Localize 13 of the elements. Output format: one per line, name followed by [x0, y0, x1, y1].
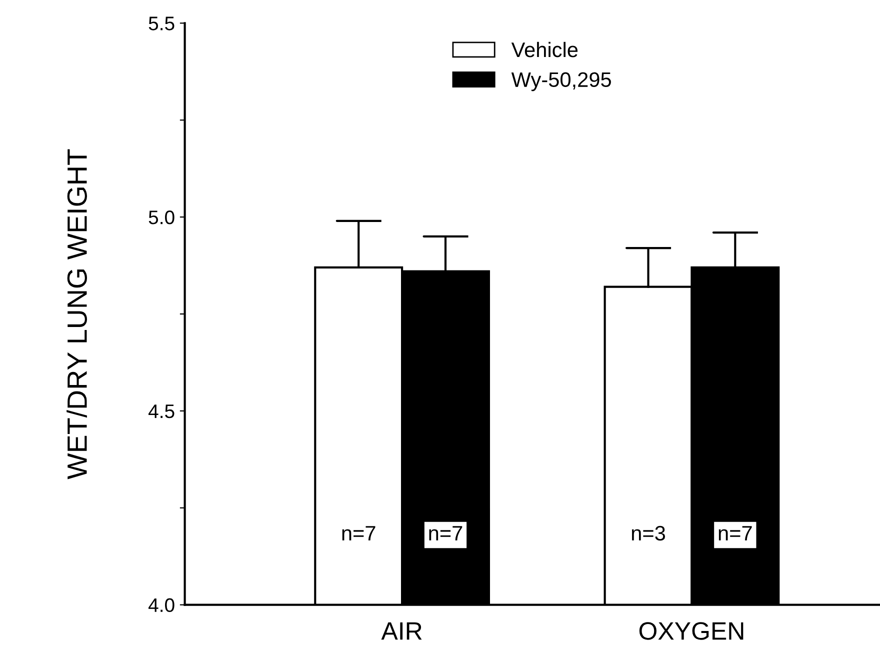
x-tick-label: OXYGEN: [639, 622, 744, 640]
annotation: n=7: [342, 526, 376, 540]
y-tick-label: 4.5: [148, 404, 174, 418]
y-tick-label: 5.0: [148, 210, 174, 224]
x-tick-label: AIR: [381, 622, 422, 640]
y-axis-title: WET/DRY LUNG WEIGHT: [66, 149, 88, 480]
annotation: n=7: [429, 526, 462, 540]
annotation: n=3: [632, 526, 666, 541]
legend-label: Vehicle: [511, 42, 578, 58]
y-tick-label: 5.5: [148, 16, 174, 30]
annotation: n=7: [718, 526, 752, 540]
legend-label: Wy-50,295: [511, 72, 611, 92]
y-tick-label: 4.0: [148, 598, 174, 612]
